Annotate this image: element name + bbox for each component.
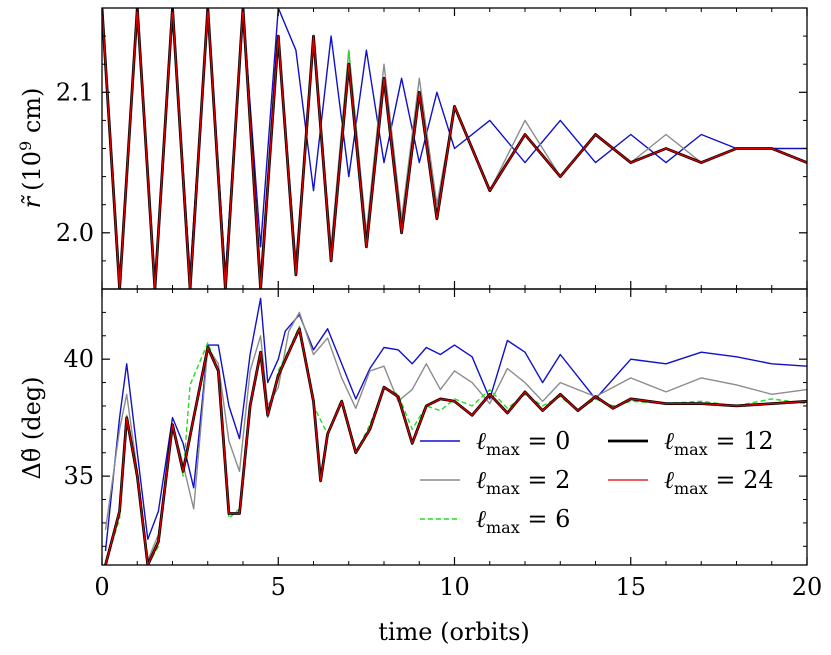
bottom-series-line-4 — [104, 328, 807, 565]
top-series-line-4 — [102, 8, 807, 289]
top-ylabel: r̃ (109 cm) — [16, 88, 46, 209]
legend-label: ℓmax = 2 — [476, 466, 570, 498]
bottom-plot-frame — [101, 288, 808, 566]
top-ylabel-unit: (10 — [18, 151, 46, 191]
bottom-series-group — [104, 297, 807, 565]
bottom-ticks: 35 40 0 5 10 15 20 — [63, 288, 823, 601]
top-ytick-label: 2.0 — [56, 219, 94, 247]
xtick-label: 10 — [439, 573, 470, 601]
top-ylabel-tail: cm) — [18, 88, 46, 141]
legend-label: ℓmax = 6 — [476, 505, 570, 537]
bottom-ytick-label: 35 — [63, 462, 94, 490]
top-series-line-0 — [102, 8, 807, 289]
legend-label: ℓmax = 12 — [664, 427, 774, 459]
xtick-label: 0 — [94, 573, 109, 601]
top-panel: 2.0 2.1 r̃ (109 cm) — [16, 7, 808, 290]
top-ytick-label: 2.1 — [56, 78, 94, 106]
bottom-ylabel: Δθ̃ (deg) — [18, 376, 46, 479]
bottom-panel: 35 40 0 5 10 15 20 Δθ̃ (deg) time (orbits) ℓma… — [18, 288, 823, 646]
top-series-group — [102, 8, 807, 289]
top-ylabel-symbol: r̃ — [18, 194, 46, 208]
xtick-label: 5 — [271, 573, 286, 601]
top-ylabel-exponent: 9 — [16, 141, 35, 151]
xtick-label: 20 — [792, 573, 823, 601]
xtick-label: 15 — [615, 573, 646, 601]
bottom-ytick-label: 40 — [63, 345, 94, 373]
legend: ℓmax = 0 ℓmax = 12 ℓmax = 2 ℓmax = 24 ℓmax =… — [420, 427, 774, 537]
bottom-series-line-0 — [104, 297, 807, 552]
legend-label: ℓmax = 24 — [664, 466, 774, 498]
top-ticks: 2.0 2.1 — [56, 7, 808, 290]
legend-label: ℓmax = 0 — [476, 427, 570, 459]
x-axis-label: time (orbits) — [378, 618, 530, 646]
